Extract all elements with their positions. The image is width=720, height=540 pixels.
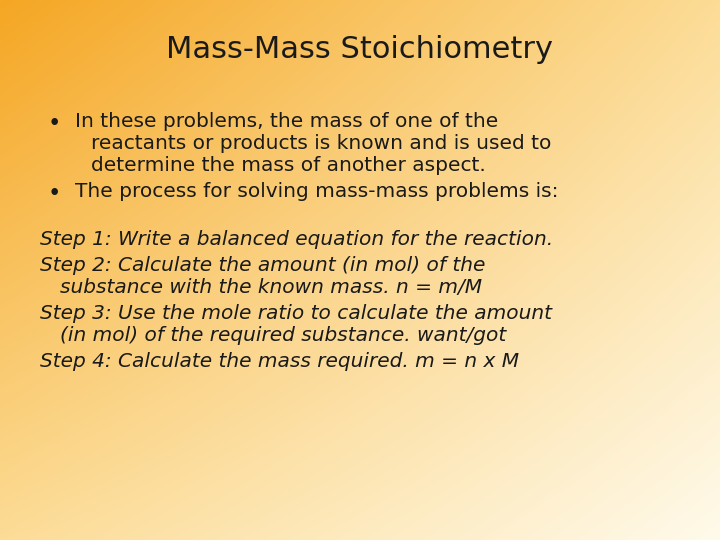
Text: •: •	[48, 182, 61, 205]
Text: reactants or products is known and is used to: reactants or products is known and is us…	[91, 134, 552, 153]
Text: Step 1: Write a balanced equation for the reaction.: Step 1: Write a balanced equation for th…	[40, 230, 553, 249]
Text: substance with the known mass. n = m/M: substance with the known mass. n = m/M	[60, 278, 482, 297]
Text: Step 4: Calculate the mass required. m = n x M: Step 4: Calculate the mass required. m =…	[40, 352, 519, 371]
Text: The process for solving mass-mass problems is:: The process for solving mass-mass proble…	[75, 182, 559, 201]
Text: Mass-Mass Stoichiometry: Mass-Mass Stoichiometry	[166, 35, 554, 64]
Text: Step 3: Use the mole ratio to calculate the amount: Step 3: Use the mole ratio to calculate …	[40, 304, 552, 323]
Text: determine the mass of another aspect.: determine the mass of another aspect.	[91, 156, 486, 175]
Text: •: •	[48, 112, 61, 135]
Text: In these problems, the mass of one of the: In these problems, the mass of one of th…	[75, 112, 498, 131]
Text: Step 2: Calculate the amount (in mol) of the: Step 2: Calculate the amount (in mol) of…	[40, 256, 485, 275]
Text: (in mol) of the required substance. want/got: (in mol) of the required substance. want…	[60, 326, 506, 345]
